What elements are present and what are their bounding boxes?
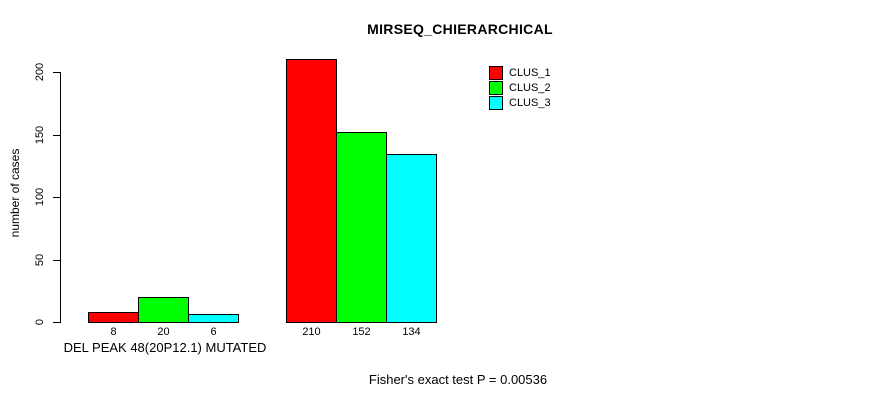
y-axis-tick	[53, 134, 61, 136]
y-axis-tick	[53, 72, 61, 73]
bar-value-label: 210	[302, 326, 321, 338]
legend-item-clus_1: CLUS_1	[489, 66, 551, 80]
legend-color-swatch	[489, 81, 503, 95]
bar-value-label: 134	[402, 326, 421, 338]
y-axis-tick	[53, 322, 61, 323]
y-axis-tick	[53, 259, 61, 261]
y-axis-tick-label: 50	[34, 253, 46, 266]
y-axis-tick-label: 150	[34, 125, 46, 144]
legend-item-clus_2: CLUS_2	[489, 81, 551, 95]
y-axis-tick-label: 100	[34, 187, 46, 207]
legend-label: CLUS_2	[509, 82, 551, 94]
legend: CLUS_1 CLUS_2 CLUS_3	[489, 66, 551, 111]
bar-value-label: 20	[157, 326, 170, 338]
legend-color-swatch	[489, 96, 503, 110]
bar-clus_2-group2	[336, 132, 387, 323]
bar-clus_1-group1	[88, 312, 139, 323]
y-axis-tick-label: 0	[34, 318, 46, 326]
bar-clus_3-group2	[386, 154, 437, 323]
y-axis-tick	[53, 197, 61, 198]
y-axis-tick-label: 200	[34, 62, 46, 82]
legend-item-clus_3: CLUS_3	[489, 96, 551, 110]
y-axis-title: number of cases	[8, 148, 22, 238]
bar-clus_3-group1	[188, 314, 239, 323]
x-group-label: DEL PEAK 48(20P12.1) MUTATED	[63, 340, 267, 355]
bar-value-label: 6	[210, 326, 217, 338]
fisher-test-footnote: Fisher's exact test P = 0.00536	[368, 372, 548, 387]
bar-value-label: 152	[352, 326, 371, 338]
bar-value-label: 8	[110, 326, 117, 338]
bar-clus_2-group1	[138, 297, 189, 323]
legend-label: CLUS_3	[509, 97, 551, 109]
legend-color-swatch	[489, 66, 503, 80]
legend-label: CLUS_1	[509, 67, 551, 79]
bar-clus_1-group2	[286, 59, 337, 323]
chart-title: MIRSEQ_CHIERARCHICAL	[367, 21, 553, 37]
